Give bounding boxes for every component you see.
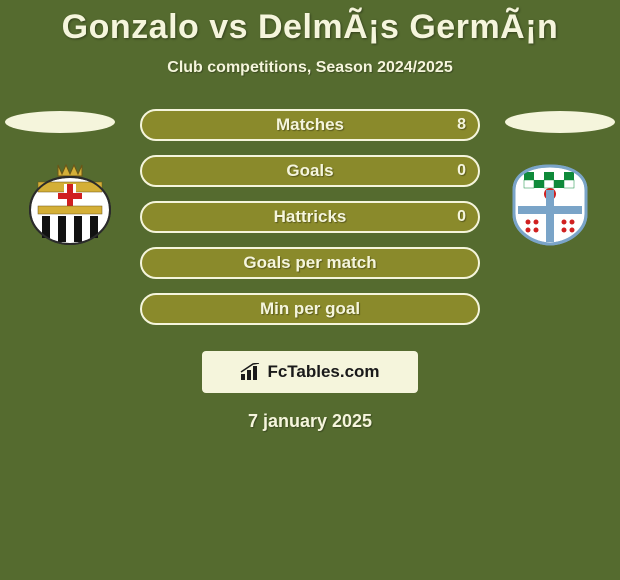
player-oval-right [505, 111, 615, 133]
bar-label: Goals per match [243, 253, 376, 273]
watermark-text: FcTables.com [267, 362, 379, 382]
bar-label: Goals [286, 161, 333, 181]
bar-value-right: 0 [457, 162, 466, 180]
club-badge-right [500, 162, 600, 247]
chart-area: Matches 8 Goals 0 Hattricks 0 Goals per … [0, 109, 620, 349]
stat-bars: Matches 8 Goals 0 Hattricks 0 Goals per … [140, 109, 480, 325]
page-title: Gonzalo vs DelmÃ¡s GermÃ¡n [0, 0, 620, 47]
player-oval-left [5, 111, 115, 133]
bars-icon [240, 363, 262, 381]
club-badge-left [20, 162, 120, 247]
subtitle: Club competitions, Season 2024/2025 [0, 59, 620, 77]
date-label: 7 january 2025 [0, 411, 620, 432]
bar-value-right: 0 [457, 208, 466, 226]
comparison-infographic: Gonzalo vs DelmÃ¡s GermÃ¡n Club competit… [0, 0, 620, 580]
bar-label: Matches [276, 115, 344, 135]
crown-icon [58, 165, 82, 176]
bar-label: Min per goal [260, 299, 360, 319]
bar-value-right: 8 [457, 116, 466, 134]
bar-label: Hattricks [274, 207, 347, 227]
stat-bar: Goals 0 [140, 155, 480, 187]
stat-bar: Min per goal [140, 293, 480, 325]
watermark-badge: FcTables.com [202, 351, 418, 393]
stat-bar: Matches 8 [140, 109, 480, 141]
stat-bar: Hattricks 0 [140, 201, 480, 233]
stat-bar: Goals per match [140, 247, 480, 279]
